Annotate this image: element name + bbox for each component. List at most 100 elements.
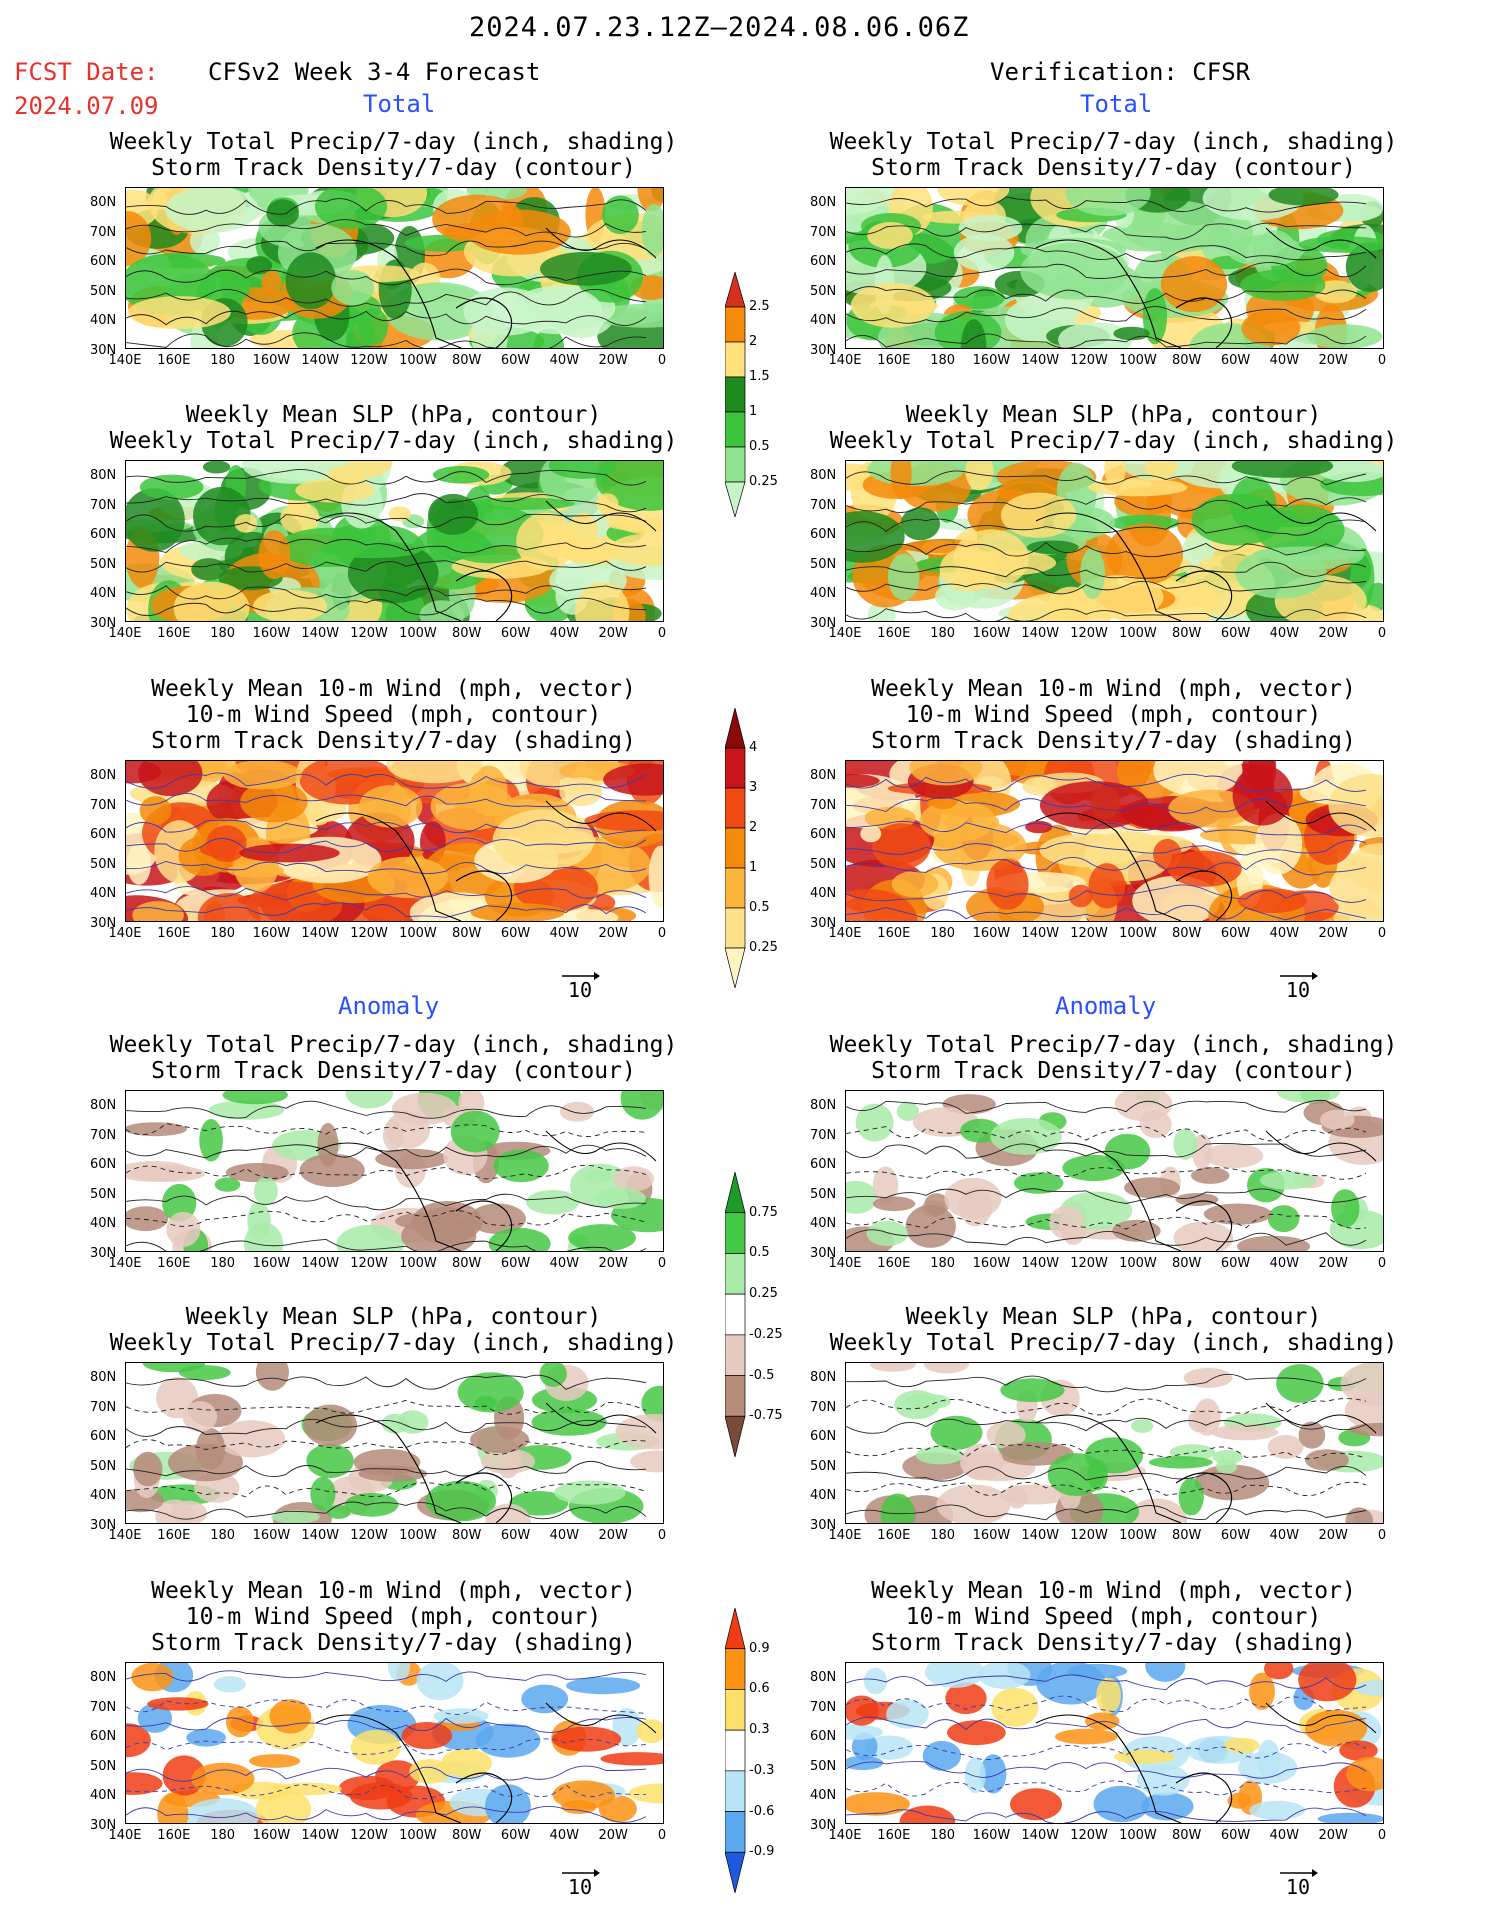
lon-tick-label: 100W [1119,1528,1157,1543]
lon-tick-label: 60W [1220,1528,1251,1543]
colorbar-precip_total-label: 1 [749,404,758,419]
lon-tick-label: 40W [1269,926,1300,941]
lon-tick-label: 100W [1119,353,1157,368]
lat-tick-label: 30N [90,342,117,358]
lon-tick-label: 60W [1220,926,1251,941]
colorbar-precip_total-label: 2 [749,334,758,349]
lon-tick-label: 160E [877,1256,911,1271]
lon-tick-label: 120W [1070,353,1108,368]
lon-tick-label: 80W [452,626,482,641]
vector-ref-arrow-icon [1280,1869,1318,1877]
lon-tick-label: 140E [828,1528,862,1543]
lat-tick-label: 30N [90,915,117,931]
left-model-title: CFSv2 Week 3-4 Forecast [208,58,541,86]
lon-tick-label: 180 [210,353,236,368]
vector-ref-left-top: 10 [560,968,600,1002]
lat-tick-label: 80N [810,1370,837,1385]
colorbar-storm_anom-label: -0.3 [749,1762,775,1778]
lon-tick-label: 120W [1070,1528,1108,1543]
map-right-2 [845,460,1384,622]
lon-tick-label: 80W [1172,353,1202,368]
map-field [126,1363,663,1523]
lon-tick-label: 140E [108,353,142,368]
lon-tick-label: 20W [1318,1528,1348,1543]
lat-tick-label: 40N [90,1216,117,1231]
lon-tick-label: 140W [301,926,340,941]
lon-tick-label: 80W [1172,1256,1202,1271]
lon-tick-label: 0 [1377,1828,1387,1843]
panel-title-left-4: Weekly Total Precip/7-day (inch, shading… [95,1032,692,1084]
lon-tick-label: 0 [657,926,667,941]
panel-title-right-4: Weekly Total Precip/7-day (inch, shading… [815,1032,1412,1084]
panel-title-line: Weekly Mean 10-m Wind (mph, vector) [871,676,1356,702]
panel-title-line: 10-m Wind Speed (mph, contour) [905,702,1322,728]
lon-tick-label: 20W [598,926,628,941]
panel-title-right-1: Weekly Total Precip/7-day (inch, shading… [815,129,1412,181]
lon-tick-label: 0 [657,626,667,641]
lon-tick-label: 0 [657,1528,667,1543]
colorbar-storm_total-label: 2 [749,820,758,835]
lat-tick-label: 60N [90,1429,117,1444]
lon-tick-label: 0 [1377,626,1387,641]
map-field [126,1663,663,1823]
lon-tick-label: 60W [500,353,531,368]
colorbar-storm_total-label: 0.25 [749,940,778,955]
panel-title-line: Storm Track Density/7-day (shading) [151,1630,636,1656]
lon-tick-label: 180 [930,926,956,941]
lon-tick-label: 180 [210,1256,236,1271]
map-field [846,761,1383,921]
lon-tick-label: 120W [350,353,388,368]
map-field [126,461,663,621]
lon-tick-label: 140E [108,626,142,641]
lon-tick-label: 140W [1021,1828,1060,1843]
lon-tick-label: 160W [972,353,1011,368]
lon-tick-label: 20W [598,353,628,368]
lat-tick-label: 40N [810,886,837,901]
panel-title-line: Storm Track Density/7-day (contour) [871,1058,1356,1084]
lat-tick-label: 70N [810,1399,837,1415]
lon-tick-label: 60W [500,626,531,641]
lon-tick-label: 100W [1119,926,1157,941]
lat-tick-label: 50N [810,283,837,299]
lon-tick-label: 20W [598,1828,628,1843]
lon-tick-label: 80W [452,1528,482,1543]
lon-tick-label: 0 [657,1256,667,1271]
lon-tick-label: 40W [549,1828,580,1843]
lat-tick-label: 40N [810,1788,837,1803]
panel-title-line: Weekly Total Precip/7-day (inch, shading… [109,428,678,454]
lon-tick-label: 160E [877,1528,911,1543]
panel-title-line: Weekly Mean SLP (hPa, contour) [905,402,1322,428]
map-left-1 [125,187,664,349]
lon-tick-label: 160E [157,626,191,641]
map-field [846,461,1383,621]
lon-tick-label: 120W [350,1256,388,1271]
lat-tick-label: 60N [90,254,117,269]
lon-tick-label: 140E [108,1828,142,1843]
lon-tick-label: 140E [828,353,862,368]
colorbar-precip_total-label: 0.25 [749,474,778,489]
lon-tick-label: 40W [1269,1828,1300,1843]
lon-tick-label: 60W [500,1256,531,1271]
right-verification-title: Verification: CFSR [990,58,1251,86]
lat-tick-label: 50N [810,1186,837,1202]
colorbar-precip_total [725,272,746,517]
lon-tick-label: 100W [1119,626,1157,641]
lat-tick-label: 80N [810,1670,837,1685]
lat-tick-label: 70N [810,797,837,813]
panel-title-line: Storm Track Density/7-day (shading) [151,728,636,754]
lon-tick-label: 140W [1021,926,1060,941]
panel-title-line: Weekly Mean 10-m Wind (mph, vector) [151,1578,636,1604]
panel-title-line: Weekly Mean 10-m Wind (mph, vector) [151,676,636,702]
lat-tick-label: 70N [90,1127,117,1143]
lon-tick-label: 160W [252,1256,291,1271]
lon-tick-label: 100W [1119,1256,1157,1271]
lon-tick-label: 160W [252,626,291,641]
lon-tick-label: 140E [828,1828,862,1843]
lat-tick-label: 30N [810,1817,837,1833]
lon-tick-label: 140W [1021,1528,1060,1543]
lon-tick-label: 0 [657,1828,667,1843]
lon-tick-label: 120W [1070,626,1108,641]
panel-title-left-3: Weekly Mean 10-m Wind (mph, vector) 10-m … [95,676,692,754]
colorbar-storm_total-label: 0.5 [749,900,770,915]
lat-tick-label: 50N [90,1186,117,1202]
